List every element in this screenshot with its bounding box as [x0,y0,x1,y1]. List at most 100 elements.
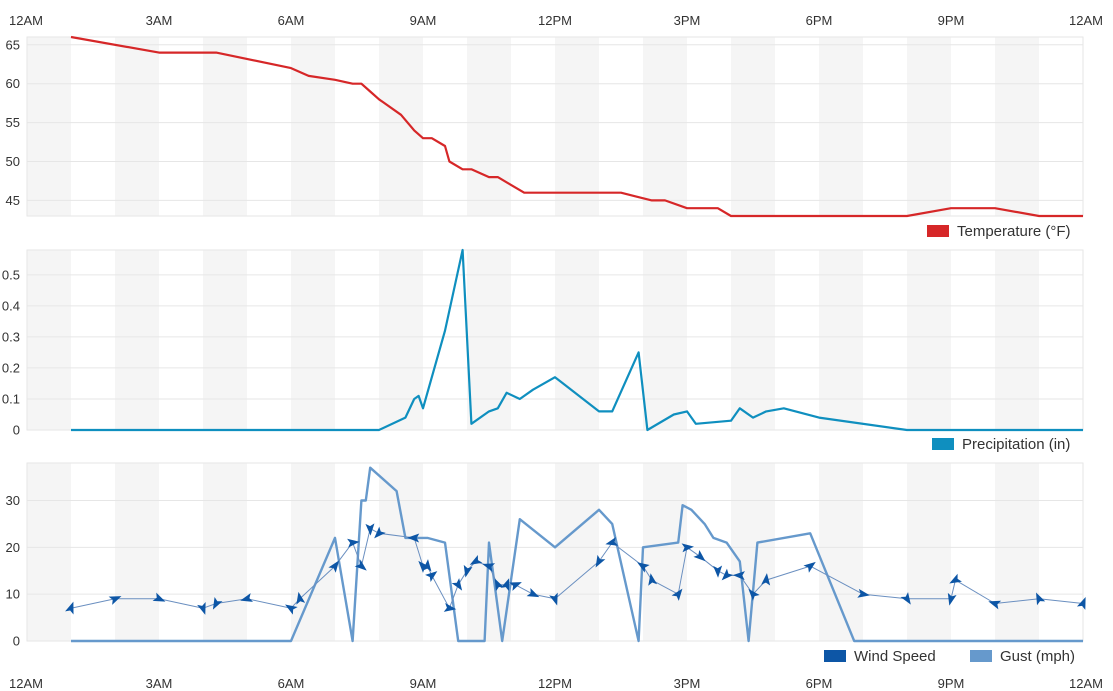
temperature-line [70,35,1083,218]
x-tick-label: 9AM [410,676,437,691]
hour-band [995,250,1039,430]
wind-arrow [65,601,74,615]
hour-band [291,463,335,641]
bottom-x-axis: 12AM 3AM 6AM 9AM 12PM 3PM 6PM 9PM 12AM [9,676,1103,691]
wind-arrow [422,559,432,572]
legend-swatch [824,650,846,662]
hour-band [643,463,687,641]
hour-band [555,250,599,430]
wind-arrow [425,571,438,583]
wind-arrow [443,602,457,612]
hour-band [555,463,599,641]
wind-arrow [681,543,694,553]
hour-band [731,250,775,430]
legend-swatch [932,438,954,450]
legend-label: Wind Speed [854,648,936,665]
x-tick-label: 3AM [146,676,173,691]
hour-band [291,37,335,216]
hour-band [203,37,247,216]
wind-arrow [1036,592,1046,606]
wind-arrow [108,596,122,605]
hour-band [467,37,511,216]
night-bands [27,37,1039,641]
hour-band [819,463,863,641]
legend-label: Temperature (°F) [957,223,1071,240]
hour-band [203,463,247,641]
wind-arrow [693,550,706,562]
legend-label: Precipitation (in) [962,436,1070,453]
wind-arrow [285,604,298,615]
y-tick-label: 55 [6,115,20,130]
hour-band [731,37,775,216]
wind-arrow [374,526,386,539]
y-tick-label: 0.4 [2,298,20,313]
wind-arrow [721,568,734,581]
y-tick-label: 60 [6,76,20,91]
x-tick-label: 12PM [538,676,572,691]
x-tick-label: 6PM [806,676,833,691]
x-tick-label: 6AM [278,676,305,691]
wind-arrow [365,523,375,536]
wind-arrow [648,573,658,586]
legend-swatch [927,225,949,237]
x-tick-label: 12AM [9,676,43,691]
y-axes: 45 50 55 60 65 0 0.1 0.2 0.3 0.4 0.5 0 10 20 30 [2,37,20,648]
hour-band [819,250,863,430]
x-tick-label: 6PM [806,13,833,28]
hour-band [291,250,335,430]
wind-arrow [637,562,650,573]
y-tick-label: 0.5 [2,267,20,282]
hour-band [115,37,159,216]
wind-arrow [494,578,505,592]
x-tick-label: 12PM [538,13,572,28]
wind-arrow [328,560,340,573]
y-tick-label: 0 [13,423,20,438]
legend-label: Gust (mph) [1000,648,1075,665]
wind-arrow [947,592,957,606]
y-tick-label: 65 [6,37,20,52]
gust-line [71,466,1083,643]
x-tick-label: 9PM [938,13,965,28]
y-tick-label: 0 [13,634,20,649]
wind-arrow [500,578,510,592]
legend-swatch [970,650,992,662]
hour-band [819,37,863,216]
hour-band [379,250,423,430]
wind-arrow [212,596,223,610]
wind-arrow [605,537,619,546]
wind-arrow [296,591,306,605]
wind-arrow [451,578,463,591]
x-tick-label: 12AM [1069,676,1103,691]
x-tick-label: 12AM [1069,13,1103,28]
panel-frame [26,36,1084,217]
x-tick-label: 3AM [146,13,173,28]
y-tick-label: 0.1 [2,391,20,406]
x-tick-label: 6AM [278,13,305,28]
y-tick-label: 0.2 [2,360,20,375]
hour-band [467,250,511,430]
wind-arrow [900,592,911,605]
hour-band [203,250,247,430]
wind-arrow [761,573,771,586]
hour-band [27,463,71,641]
wind-arrow [197,602,206,615]
wind-arrow [671,588,683,601]
wind-arrow [988,600,1002,610]
hour-band [555,37,599,216]
wind-arrow [240,593,253,602]
wind-arrow [482,563,496,572]
y-tick-label: 20 [6,540,20,555]
wind-arrow [347,538,360,548]
wind-arrow [509,582,522,591]
hour-band [115,250,159,430]
wind-arrow [732,571,745,581]
wind-arrow [152,592,166,602]
wind-arrow [713,565,723,578]
wind-arrow [407,533,420,543]
wind-arrow [1076,597,1086,610]
hour-band [907,37,951,216]
hour-band [907,250,951,430]
y-tick-label: 0.3 [2,329,20,344]
hour-band [379,463,423,641]
x-tick-label: 3PM [674,13,701,28]
